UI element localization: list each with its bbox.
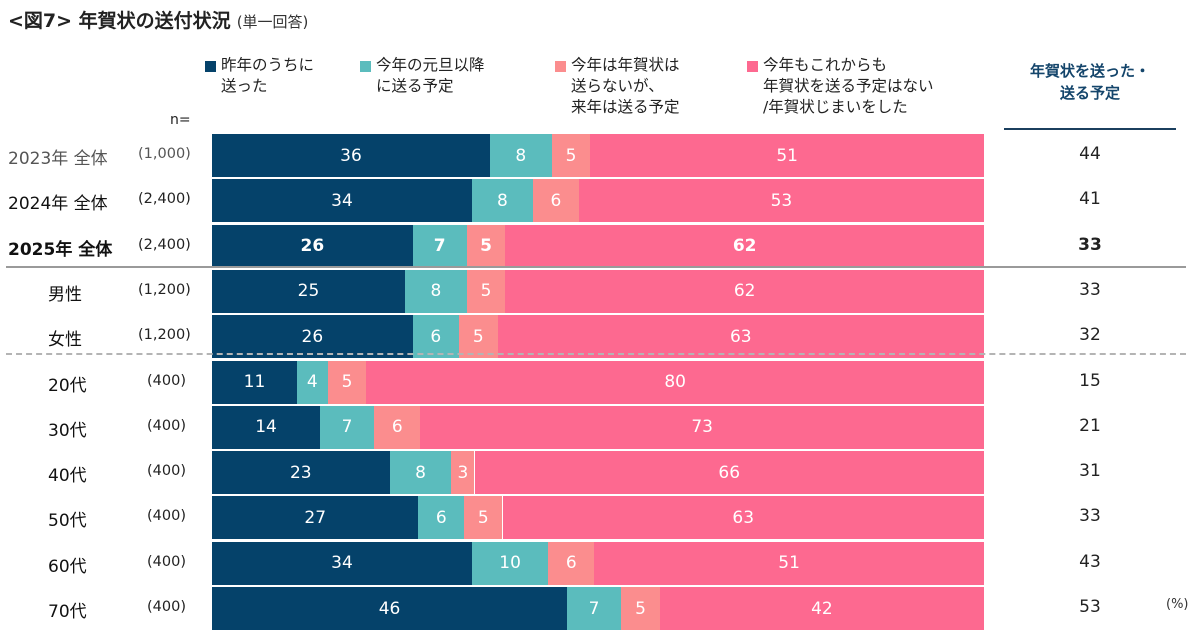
legend-swatch-after-new-year bbox=[360, 61, 371, 72]
bar-segment: 8 bbox=[489, 134, 552, 177]
legend-label: 今年は年賀状は 送らないが、 来年は送る予定 bbox=[571, 56, 680, 116]
bar-segment: 3 bbox=[451, 451, 475, 495]
bar-segment: 26 bbox=[212, 315, 413, 359]
chart-title: <図7> 年賀状の送付状況 (単一回答) bbox=[8, 6, 308, 33]
bar-segment: 7 bbox=[567, 587, 622, 630]
bar-segment: 6 bbox=[418, 496, 465, 540]
bar-segment: 80 bbox=[366, 360, 984, 404]
bar-segment: 14 bbox=[212, 405, 321, 449]
legend-swatch-next-year bbox=[555, 61, 566, 72]
bar-segment: 5 bbox=[464, 496, 503, 540]
bar-segment: 63 bbox=[497, 315, 984, 359]
legend-item-next-year: 今年は年賀状は 送らないが、 来年は送る予定 bbox=[555, 55, 680, 118]
sample-size-label: (1,000) bbox=[138, 146, 191, 162]
sample-size-label: (400) bbox=[147, 553, 186, 570]
sample-size-label: (400) bbox=[147, 417, 186, 434]
bar-segment: 27 bbox=[212, 496, 419, 540]
total-value: 33 bbox=[1078, 234, 1102, 255]
legend-item-sent-last-year: 昨年のうちに 送った bbox=[205, 55, 314, 97]
category-label: 女性 bbox=[48, 330, 82, 351]
bar-segment: 4 bbox=[296, 360, 328, 404]
legend-item-after-new-year: 今年の元旦以降 に送る予定 bbox=[360, 55, 485, 97]
category-label: 20代 bbox=[48, 375, 87, 396]
total-value: 53 bbox=[1079, 597, 1101, 617]
bar-segment: 34 bbox=[212, 541, 472, 585]
bar-segment: 66 bbox=[474, 451, 984, 495]
category-label: 60代 bbox=[48, 556, 87, 577]
bar-segment: 8 bbox=[389, 451, 452, 495]
totals-header-underline bbox=[1004, 128, 1176, 130]
total-value: 44 bbox=[1079, 144, 1101, 164]
sample-size-label: (1,200) bbox=[138, 327, 191, 344]
separator-line-dashed bbox=[6, 353, 1186, 355]
bar-segment: 25 bbox=[212, 269, 405, 313]
n-label: n= bbox=[170, 112, 191, 128]
bar-segment: 5 bbox=[459, 315, 498, 359]
bar-segment: 5 bbox=[466, 269, 506, 313]
bar-segment: 51 bbox=[594, 541, 984, 585]
legend-swatch-sent-last-year bbox=[205, 61, 216, 72]
bar-segment: 6 bbox=[412, 315, 459, 359]
total-value: 33 bbox=[1079, 506, 1101, 527]
sample-size-label: (2,400) bbox=[138, 191, 191, 208]
sample-size-label: (400) bbox=[147, 372, 186, 389]
category-label: 40代 bbox=[48, 466, 87, 487]
sample-size-label: (2,400) bbox=[138, 236, 191, 253]
bar-segment: 6 bbox=[548, 541, 595, 585]
total-value: 43 bbox=[1079, 551, 1101, 572]
chart-title-main: <図7> 年賀状の送付状況 bbox=[8, 10, 231, 32]
sample-size-label: (400) bbox=[147, 599, 186, 615]
bar-segment: 10 bbox=[471, 541, 549, 585]
bar-segment: 8 bbox=[405, 269, 467, 313]
category-label: 30代 bbox=[48, 420, 87, 441]
category-label: 2024年 全体 bbox=[8, 194, 108, 215]
sample-size-label: (1,200) bbox=[138, 281, 191, 298]
bar-segment: 8 bbox=[471, 179, 533, 223]
bar-segment: 73 bbox=[420, 405, 984, 449]
legend-label: 昨年のうちに 送った bbox=[221, 56, 315, 95]
category-label: 70代 bbox=[48, 602, 87, 622]
bar-segment: 36 bbox=[212, 134, 490, 177]
bar-segment: 51 bbox=[590, 134, 984, 177]
legend-swatch-none bbox=[747, 61, 758, 72]
category-label: 男性 bbox=[48, 284, 82, 305]
category-label: 2025年 全体 bbox=[8, 239, 113, 260]
bar-segment: 5 bbox=[327, 360, 367, 404]
separator-line-solid bbox=[6, 266, 1186, 268]
totals-header: 年賀状を送った・ 送る予定 bbox=[1029, 62, 1150, 102]
bar-segment: 62 bbox=[505, 224, 984, 268]
bar-segment: 62 bbox=[505, 269, 984, 313]
total-value: 31 bbox=[1079, 461, 1101, 482]
bar-segment: 46 bbox=[212, 587, 568, 630]
bar-segment: 5 bbox=[466, 224, 506, 268]
bar-segment: 63 bbox=[502, 496, 984, 540]
bar-segment: 6 bbox=[533, 179, 579, 223]
total-value: 32 bbox=[1079, 325, 1101, 346]
bar-segment: 5 bbox=[551, 134, 591, 177]
total-value: 21 bbox=[1079, 415, 1101, 436]
bar-segment: 26 bbox=[212, 224, 413, 268]
bar-segment: 5 bbox=[621, 587, 660, 630]
total-value: 33 bbox=[1079, 279, 1101, 300]
category-label: 2023年 全体 bbox=[8, 149, 108, 169]
category-label: 50代 bbox=[48, 511, 87, 532]
sample-size-label: (400) bbox=[147, 508, 186, 525]
sample-size-label: (400) bbox=[147, 463, 186, 480]
legend-label: 今年の元旦以降 に送る予定 bbox=[376, 56, 485, 95]
bar-segment: 6 bbox=[374, 405, 421, 449]
total-value: 41 bbox=[1079, 189, 1101, 210]
bar-segment: 34 bbox=[212, 179, 472, 223]
total-value: 15 bbox=[1079, 370, 1101, 391]
legend-item-none: 今年もこれからも 年賀状を送る予定はない /年賀状じまいをした bbox=[747, 55, 934, 118]
bar-segment: 7 bbox=[320, 405, 375, 449]
unit-label: (%) bbox=[1166, 597, 1189, 612]
bar-segment: 42 bbox=[659, 587, 984, 630]
bar-segment: 53 bbox=[578, 179, 984, 223]
bar-segment: 11 bbox=[212, 360, 297, 404]
bar-segment: 23 bbox=[212, 451, 390, 495]
chart-title-sub: (単一回答) bbox=[236, 13, 309, 31]
legend-label: 今年もこれからも 年賀状を送る予定はない /年賀状じまいをした bbox=[763, 56, 934, 116]
bar-segment: 7 bbox=[412, 224, 467, 268]
